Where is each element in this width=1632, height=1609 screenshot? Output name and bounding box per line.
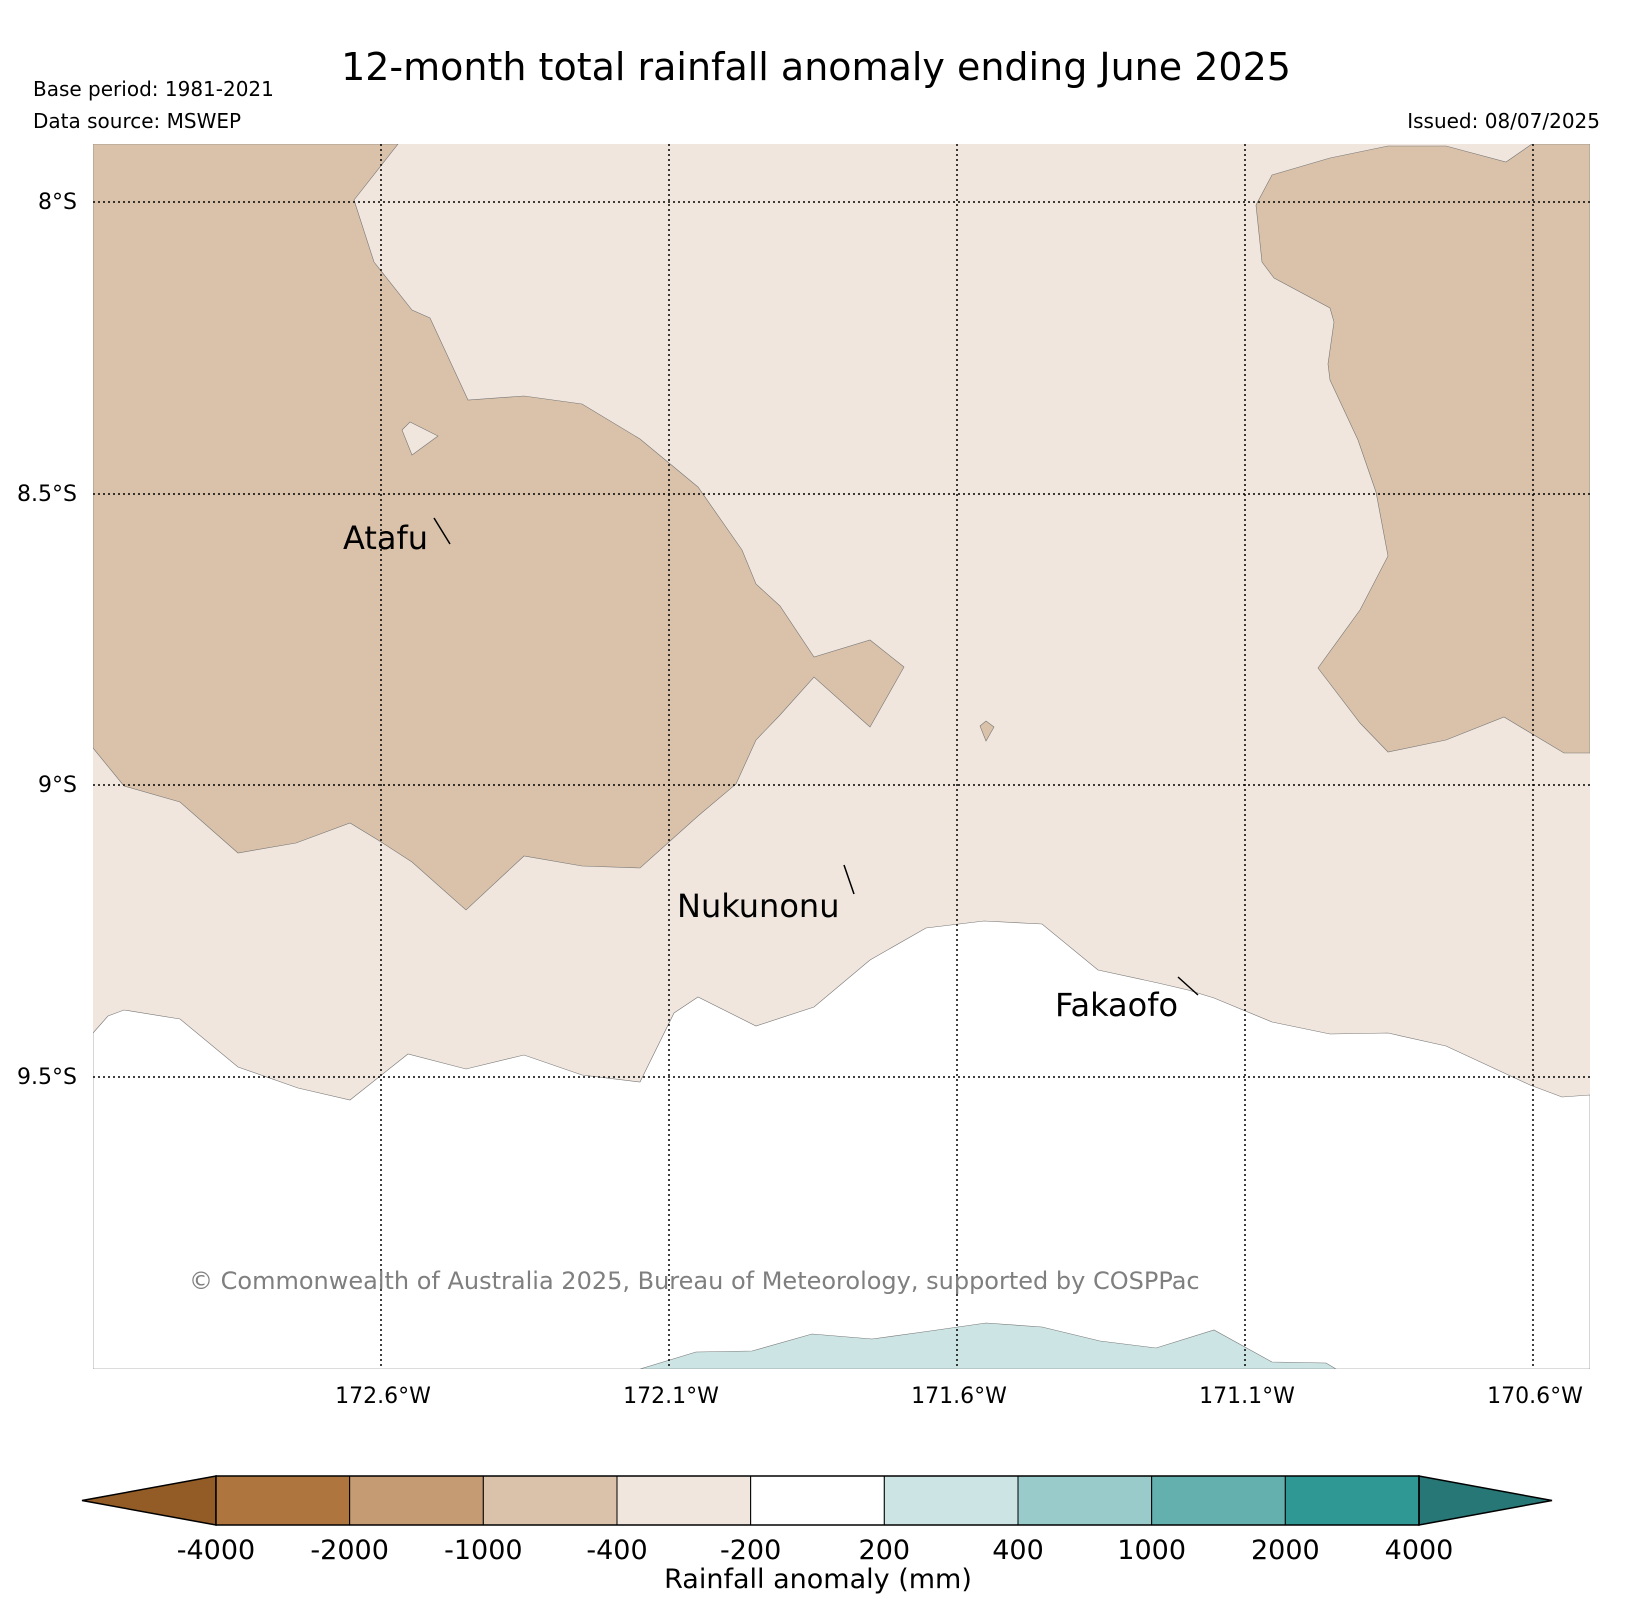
nukunonu-island-marker (843, 864, 855, 895)
latitude-axis: 8°S 8.5°S 9°S 9.5°S (17, 190, 77, 1090)
lon-tick-label: 171.1°W (1199, 1384, 1295, 1409)
colorbar-tick-label: -2000 (310, 1535, 388, 1566)
colorbar-outline (215, 1475, 1420, 1526)
longitude-axis: 172.6°W 172.1°W 171.6°W 171.1°W 170.6°W (335, 1384, 1583, 1409)
colorbar-tick-label: 200 (859, 1535, 911, 1566)
map-title: 12-month total rainfall anomaly ending J… (341, 45, 1291, 89)
lon-tick-label: 171.6°W (911, 1384, 1007, 1409)
anomaly-region-neutral (93, 920, 1590, 1369)
colorbar-tick-label: -400 (586, 1535, 647, 1566)
colorbar-tick-label: 1000 (1117, 1535, 1186, 1566)
colorbar-extend-low (81, 1475, 217, 1526)
colorbar-segment (215, 1475, 351, 1526)
colorbar-tick-label: -200 (720, 1535, 781, 1566)
issued-date-label: Issued: 08/07/2025 (1407, 109, 1600, 133)
colorbar-label: Rainfall anomaly (mm) (664, 1564, 972, 1595)
copyright-notice: © Commonwealth of Australia 2025, Bureau… (189, 1267, 1200, 1295)
colorbar-segment (1284, 1475, 1420, 1526)
anomaly-region-light-wet (639, 1322, 1337, 1369)
lat-tick-label: 8°S (38, 190, 77, 215)
colorbar-tick-label: 400 (992, 1535, 1044, 1566)
colorbar-tick-label: 4000 (1385, 1535, 1454, 1566)
map-area: © Commonwealth of Australia 2025, Bureau… (93, 144, 1590, 1369)
colorbar-tick-label: 2000 (1251, 1535, 1320, 1566)
place-label-fakaofo: Fakaofo (1055, 986, 1178, 1024)
colorbar-segment (883, 1475, 1019, 1526)
base-period-label: Base period: 1981-2021 (33, 77, 274, 101)
lon-tick-label: 172.1°W (623, 1384, 719, 1409)
colorbar-tick-label: -1000 (444, 1535, 522, 1566)
graticule (93, 144, 1590, 1369)
lon-tick-label: 170.6°W (1487, 1384, 1583, 1409)
anomaly-region-mid-dry-east (1255, 144, 1590, 754)
colorbar: -4000 -2000 -1000 -400 -200 200 400 1000 2000 400… (81, 1475, 1553, 1566)
lat-tick-label: 9°S (38, 773, 77, 798)
colorbar-segment (482, 1475, 618, 1526)
anomaly-region-hole (401, 421, 439, 456)
lon-tick-label: 172.6°W (335, 1384, 431, 1409)
fakaofo-island-marker (1177, 976, 1199, 996)
anomaly-region-mid-dry-west (93, 144, 905, 911)
colorbar-tick-label: -4000 (177, 1535, 255, 1566)
colorbar-segment (349, 1475, 484, 1526)
lat-tick-label: 8.5°S (17, 482, 77, 507)
colorbar-segment (1017, 1475, 1153, 1526)
anomaly-region-small-patch (979, 720, 995, 742)
data-source-label: Data source: MSWEP (33, 109, 241, 133)
colorbar-segment (750, 1475, 885, 1526)
colorbar-segment (1151, 1475, 1286, 1526)
place-label-atafu: Atafu (343, 519, 428, 557)
atafu-island-marker (433, 517, 451, 545)
colorbar-segment (616, 1475, 752, 1526)
lat-tick-label: 9.5°S (17, 1065, 77, 1090)
colorbar-extend-high (1418, 1475, 1553, 1526)
place-label-nukunonu: Nukunonu (677, 887, 839, 925)
